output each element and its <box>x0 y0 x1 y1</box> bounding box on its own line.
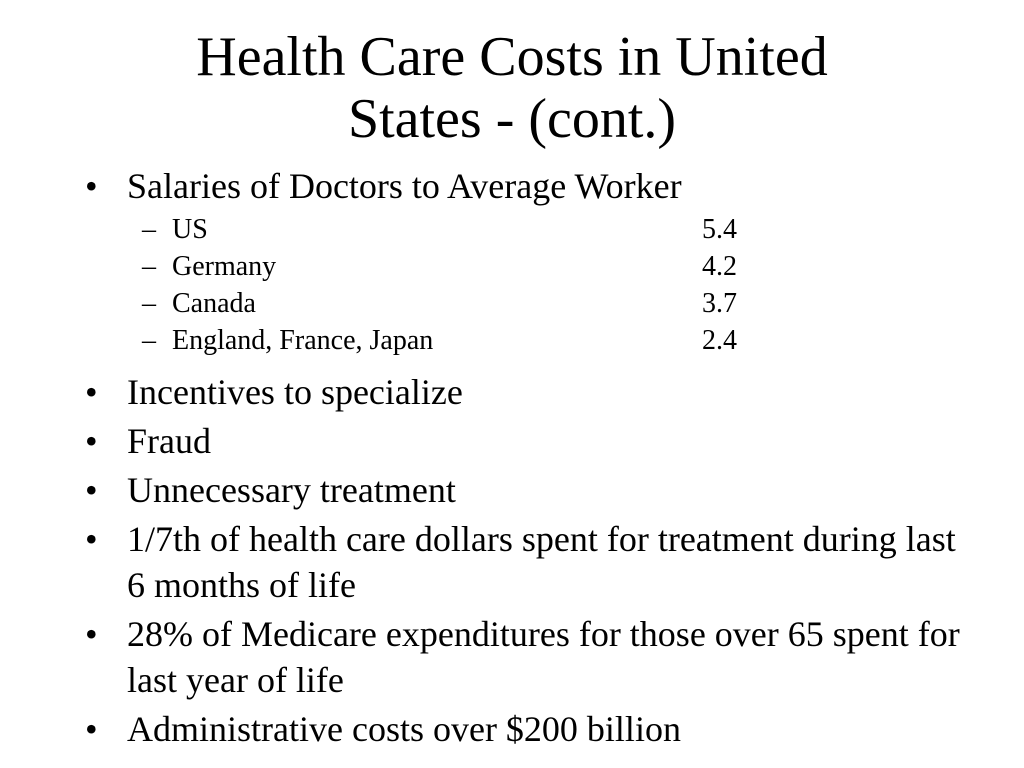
title-line-2: States - (cont.) <box>347 88 677 150</box>
country-label: US <box>172 214 208 245</box>
dash-marker: – <box>142 214 156 245</box>
country-label: England, France, Japan <box>172 325 434 356</box>
bullet-text: Administrative costs over $200 billion <box>127 709 681 749</box>
bullet-dot: • <box>85 709 98 749</box>
bullet-list: • Salaries of Doctors to Average Worker … <box>85 163 965 755</box>
dash-marker: – <box>142 288 156 319</box>
country-label: Canada <box>172 288 256 319</box>
bullet-text: Incentives to specialize <box>127 372 463 412</box>
bullet-dot: • <box>85 421 98 461</box>
dash-marker: – <box>142 325 156 356</box>
bullet-item-unnecessary-treatment: • Unnecessary treatment <box>85 467 965 513</box>
bullet-item-incentives: • Incentives to specialize <box>85 369 965 415</box>
bullet-item-medicare-expenditures: • 28% of Medicare expenditures for those… <box>85 611 965 703</box>
bullet-dot: • <box>85 166 98 206</box>
ratio-value: 4.2 <box>702 251 737 282</box>
ratio-value: 3.7 <box>702 288 737 319</box>
sub-item-us: – US 5.4 <box>127 211 965 248</box>
title-line-1: Health Care Costs in United <box>196 26 828 88</box>
bullet-text: 1/7th of health care dollars spent for t… <box>127 519 956 605</box>
bullet-item-last-6-months: • 1/7th of health care dollars spent for… <box>85 516 965 608</box>
sub-item-canada: – Canada 3.7 <box>127 285 965 322</box>
bullet-dot: • <box>85 519 98 559</box>
bullet-item-salaries: • Salaries of Doctors to Average Worker … <box>85 163 965 359</box>
bullet-dot: • <box>85 614 98 654</box>
sub-item-germany: – Germany 4.2 <box>127 248 965 285</box>
bullet-dot: • <box>85 470 98 510</box>
ratio-value: 5.4 <box>702 214 737 245</box>
salary-ratio-list: – US 5.4 – Germany 4.2 – Canada 3.7 – En… <box>127 211 965 359</box>
bullet-dot: • <box>85 372 98 412</box>
country-label: Germany <box>172 251 277 282</box>
bullet-item-administrative-costs: • Administrative costs over $200 billion <box>85 706 965 752</box>
bullet-text: Unnecessary treatment <box>127 470 456 510</box>
bullet-text: 28% of Medicare expenditures for those o… <box>127 614 960 700</box>
bullet-text: Salaries of Doctors to Average Worker <box>127 166 682 206</box>
dash-marker: – <box>142 251 156 282</box>
slide-title: Health Care Costs in United States - (co… <box>0 26 1024 150</box>
bullet-text: Fraud <box>127 421 211 461</box>
bullet-item-fraud: • Fraud <box>85 418 965 464</box>
sub-item-england-france-japan: – England, France, Japan 2.4 <box>127 322 965 359</box>
ratio-value: 2.4 <box>702 325 737 356</box>
